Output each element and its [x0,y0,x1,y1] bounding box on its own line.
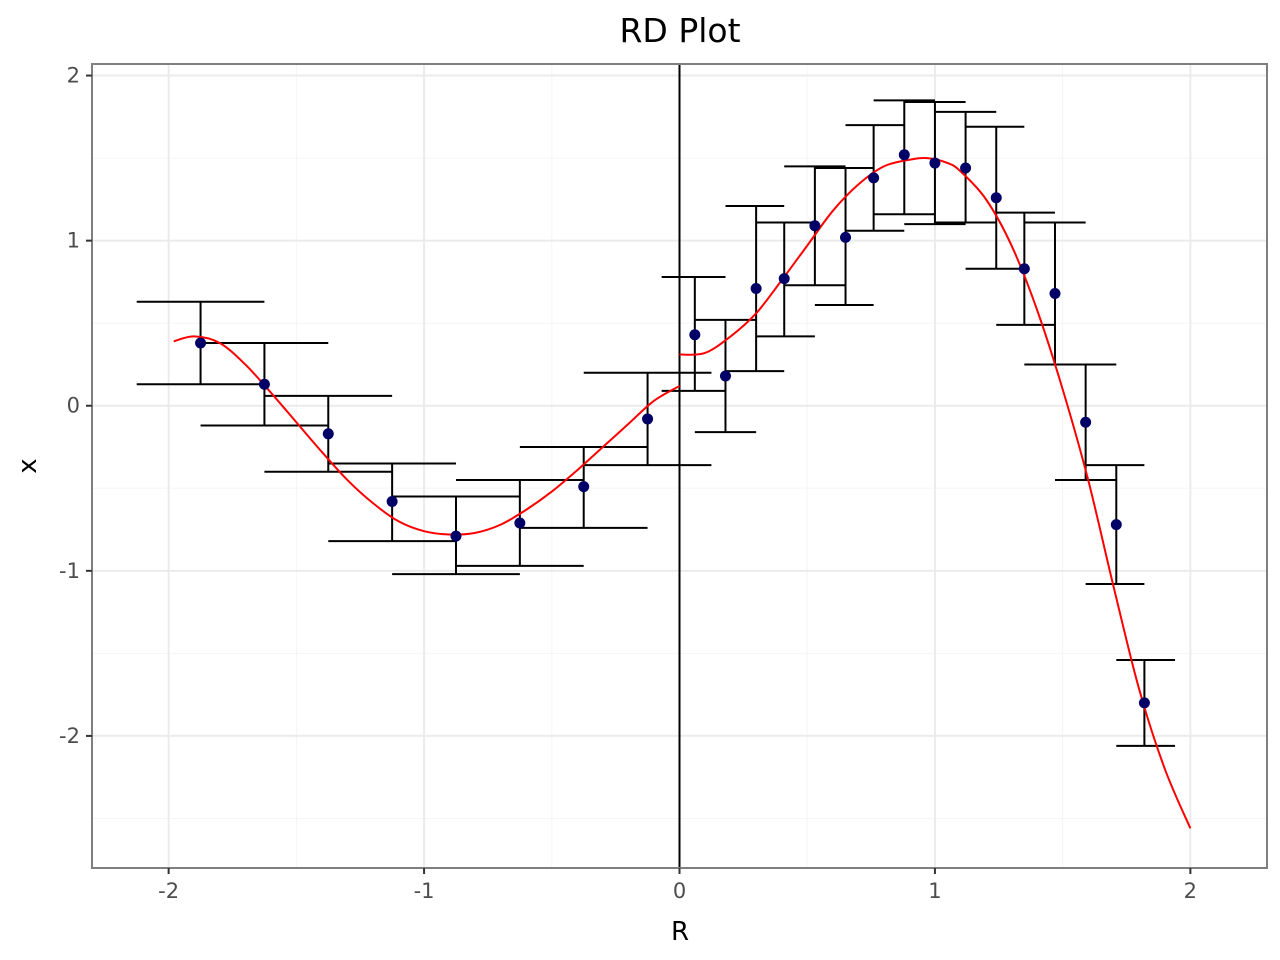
chart-title: RD Plot [619,11,740,50]
bin-point [642,413,654,425]
x-tick-label: -1 [414,879,435,903]
x-tick-label: 2 [1184,879,1197,903]
bin-point [386,495,398,507]
bin-point [750,283,762,295]
bin-point [1110,519,1122,531]
x-axis-title: R [671,917,689,947]
bin-point [322,428,334,440]
y-tick-label: 2 [67,64,80,88]
y-axis-ticks: -2 -1 0 1 2 [59,64,92,748]
fit-curves [173,156,1192,829]
bin-point [195,337,207,349]
bin-point [929,157,941,169]
fit-left-curve [173,335,681,536]
bin-point [1138,697,1150,709]
bin-point [960,162,972,174]
bin-point [514,517,526,529]
bin-point [990,192,1002,204]
bin-points [195,149,1150,709]
bin-point [868,172,880,184]
bin-point [809,220,821,232]
x-tick-label: -2 [158,879,179,903]
x-axis-ticks: -2 -1 0 1 2 [158,868,1197,903]
y-tick-label: -1 [59,559,80,583]
y-tick-label: 1 [67,229,80,253]
x-tick-label: 0 [673,879,686,903]
fit-right-curve [679,156,1192,829]
bin-point [1049,287,1061,299]
bin-point [689,329,701,341]
bin-point [450,530,462,542]
y-tick-label: 0 [67,394,80,418]
bin-point [578,481,590,493]
x-tick-label: 1 [928,879,941,903]
bin-point [1080,416,1092,428]
y-tick-label: -2 [59,724,80,748]
bin-point [1018,263,1030,275]
y-axis-title: x [13,458,43,473]
bin-point [840,231,852,243]
bin-point [778,273,790,285]
bin-point [719,370,731,382]
bin-point [258,378,270,390]
bin-point [898,149,910,161]
